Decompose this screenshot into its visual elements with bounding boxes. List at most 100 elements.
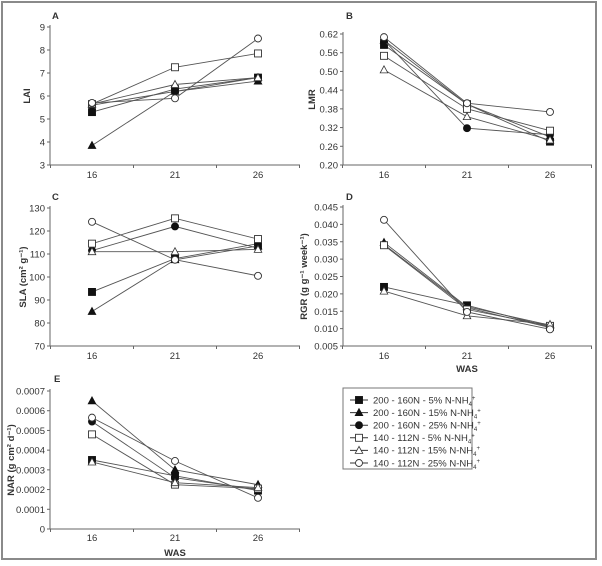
y-tick-label: 0.20: [320, 161, 339, 172]
data-point: [171, 255, 179, 264]
data-point: [545, 135, 555, 144]
data-point: [254, 493, 262, 502]
x-tick-label: 21: [462, 170, 473, 181]
legend-label-superscript: +: [476, 446, 480, 452]
legend-marker: [354, 407, 364, 417]
y-axis-label: SLA (cm² g⁻¹): [18, 246, 29, 307]
data-point: [254, 235, 262, 244]
y-axis-label: RGR (g g⁻¹ week⁻¹): [299, 233, 310, 320]
y-tick-label: 100: [29, 273, 45, 284]
y-tick-label: 0.035: [314, 237, 338, 248]
series-5: [379, 65, 555, 144]
x-tick-label: 21: [462, 351, 473, 362]
data-point: [253, 482, 263, 492]
y-tick-label: 0.020: [314, 289, 338, 300]
series-line: [383, 39, 551, 136]
data-point: [88, 108, 96, 117]
series-6: [380, 33, 554, 116]
panel-d: 0.005 0.010 0.015 0.020 0.025 0.030 0.035 0.040…: [299, 192, 592, 375]
legend-label-text: 140 - 112N - 5% N-NH: [373, 433, 468, 444]
data-point: [253, 72, 263, 81]
legend-label-text: 140 - 112N - 25% N-NH: [373, 458, 473, 469]
data-point: [88, 288, 96, 296]
x-tick-label: 26: [545, 351, 556, 362]
data-point: [254, 49, 262, 58]
legend-label: 140 - 112N - 25% N-NH4+: [373, 458, 480, 471]
series-6: [380, 215, 554, 334]
data-point: [253, 244, 263, 253]
data-point: [171, 87, 179, 96]
legend-label: 140 - 112N - 15% N-NH4+: [373, 446, 480, 459]
series-line: [383, 39, 551, 138]
legend-entry: 140 - 112N - 25% N-NH4+: [350, 458, 480, 471]
y-tick-label: 0.0007: [16, 387, 45, 398]
panel-c: 70 80 90 100 110 120 130 16 21 26 C SLA (cm² g⁻¹): [18, 192, 300, 362]
legend-label-subscript: 4: [473, 465, 477, 471]
panel-a: 3 4 5 6 7 8 9 16 21 26 A LAI: [22, 11, 300, 181]
legend-label-superscript: +: [471, 434, 475, 440]
data-point: [254, 34, 262, 43]
legend-label: 140 - 112N - 5% N-NH4+: [373, 433, 475, 446]
data-point: [171, 222, 179, 231]
data-point: [254, 271, 262, 280]
figure-frame: [1, 1, 597, 560]
legend-label-subscript: 4: [474, 427, 478, 433]
y-tick-label: 0.0001: [16, 505, 45, 516]
data-point: [171, 94, 179, 103]
y-tick-label: 0.32: [320, 123, 339, 134]
x-tick-label: 16: [87, 170, 98, 181]
data-point: [546, 108, 554, 116]
y-tick-label: 0.56: [320, 48, 339, 59]
legend-box: [342, 387, 473, 470]
legend-label: 200 - 160N - 25% N-NH4+: [373, 421, 481, 434]
x-tick-label: 21: [170, 170, 181, 181]
data-point: [171, 457, 179, 465]
data-point: [380, 51, 388, 60]
x-tick-label: 16: [379, 170, 390, 181]
x-tick-label: 21: [170, 533, 181, 544]
y-tick-label: 0.045: [314, 203, 338, 214]
legend-marker: [354, 445, 364, 454]
x-tick-label: 26: [545, 170, 556, 181]
data-point: [87, 306, 97, 315]
data-point: [546, 325, 554, 334]
data-point: [170, 246, 180, 256]
legend-label-text: 140 - 112N - 15% N-NH: [373, 446, 473, 457]
series-6: [88, 217, 262, 280]
legend-label-subscript: 4: [469, 402, 473, 408]
y-axis-label: NAR (g cm² d⁻¹): [6, 424, 17, 496]
x-tick-label: 21: [170, 351, 181, 362]
y-axis-label: LMR: [307, 89, 318, 110]
panel-label: D: [346, 192, 353, 203]
y-tick-label: 0.38: [320, 104, 339, 115]
legend-label-superscript: +: [477, 421, 481, 427]
legend-label-superscript: +: [472, 396, 476, 402]
data-point: [546, 126, 554, 135]
data-point: [380, 241, 388, 250]
series-6: [88, 34, 262, 107]
x-tick-label: 16: [87, 533, 98, 544]
legend-marker: [355, 421, 363, 430]
y-tick-label: 0: [40, 525, 45, 536]
x-tick-label: 26: [253, 533, 264, 544]
y-tick-label: 0.040: [314, 220, 338, 231]
y-tick-label: 0.0003: [16, 465, 45, 476]
y-tick-label: 110: [30, 250, 45, 261]
y-tick-label: 5: [40, 115, 45, 126]
legend-label: 200 - 160N - 5% N-NH4+: [373, 395, 476, 408]
legend-label-subscript: 4: [468, 440, 472, 446]
y-tick-label: 0.010: [314, 324, 338, 335]
data-point: [170, 465, 180, 474]
data-point: [171, 63, 179, 72]
y-tick-label: 9: [40, 23, 45, 34]
y-tick-label: 0.26: [320, 142, 339, 153]
y-tick-label: 90: [34, 296, 45, 307]
data-point: [88, 430, 96, 439]
y-axis-label: LAI: [22, 88, 33, 103]
data-point: [379, 286, 389, 295]
data-point: [463, 307, 471, 316]
y-tick-label: 70: [34, 342, 45, 353]
series-3: [380, 36, 554, 139]
y-tick-label: 0.44: [320, 86, 339, 97]
